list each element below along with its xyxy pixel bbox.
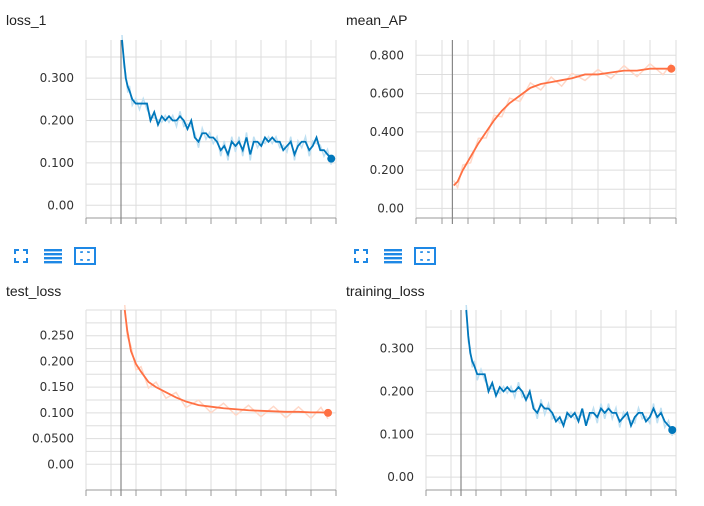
y-tick-label: 0.200 [40, 354, 74, 368]
y-tick-label: 0.800 [370, 48, 404, 62]
y-tick-label: 0.100 [380, 427, 414, 441]
y-tick-label: 0.200 [380, 384, 414, 398]
series-line [453, 67, 672, 187]
y-tick-label: 0.100 [40, 406, 74, 420]
y-tick-label: 0.00 [47, 198, 74, 212]
series-end-point [667, 64, 676, 73]
series-line [465, 309, 673, 431]
chart-card-training-loss: training_loss 0.00 0.100 0.200 0.300 [346, 268, 704, 506]
chart-card-mean-ap: mean_AP 0.00 0.200 0.400 0.600 0.800 [346, 0, 704, 238]
grid [85, 40, 337, 218]
series-raw-line [124, 304, 329, 420]
chart-controls-left [10, 247, 96, 265]
y-tick-label: 0.0500 [32, 432, 74, 446]
data-list-icon[interactable] [42, 247, 64, 265]
y-tick-label: 0.150 [40, 380, 74, 394]
y-tick-label: 0.00 [377, 201, 404, 215]
y-tick-label: 0.300 [380, 342, 414, 356]
training-loss-chart[interactable]: 0.00 0.100 0.200 0.300 [352, 268, 704, 506]
series-end-point [668, 426, 677, 434]
fullscreen-icon[interactable] [350, 247, 372, 265]
series-raw-line [453, 62, 672, 190]
y-tick-label: 0.100 [40, 156, 74, 170]
series-end-point [324, 408, 332, 417]
fullscreen-icon[interactable] [10, 247, 32, 265]
y-tick-label: 0.250 [40, 329, 74, 343]
series-line [121, 39, 332, 160]
y-tick-label: 0.600 [370, 87, 404, 101]
y-tick-label: 0.00 [387, 470, 414, 484]
series-line [123, 309, 329, 414]
grid [425, 310, 677, 490]
loss-1-chart[interactable]: 0.00 0.100 0.200 0.300 [0, 0, 352, 238]
y-tick-label: 0.00 [47, 457, 74, 471]
grid [415, 40, 677, 218]
chart-title: training_loss [346, 283, 425, 299]
y-tick-label: 0.200 [40, 114, 74, 128]
y-tick-label: 0.300 [40, 71, 74, 85]
chart-card-loss-1: loss_1 0.00 0.100 0.200 0.300 [0, 0, 352, 238]
chart-card-test-loss: test_loss 0.00 0.0500 0.100 0.150 0.200 0.250 [0, 268, 352, 506]
data-list-icon[interactable] [382, 247, 404, 265]
mean-ap-chart[interactable]: 0.00 0.200 0.400 0.600 0.800 [352, 0, 704, 238]
chart-title: mean_AP [346, 12, 408, 28]
chart-title: loss_1 [6, 12, 47, 28]
series-end-point [327, 154, 336, 163]
fit-domain-icon[interactable] [414, 247, 436, 265]
y-tick-label: 0.200 [370, 163, 404, 177]
chart-controls-right [350, 247, 436, 265]
fit-domain-icon[interactable] [74, 247, 96, 265]
test-loss-chart[interactable]: 0.00 0.0500 0.100 0.150 0.200 0.250 [0, 268, 352, 506]
chart-title: test_loss [6, 283, 62, 299]
y-tick-label: 0.400 [370, 125, 404, 139]
grid [85, 309, 337, 490]
